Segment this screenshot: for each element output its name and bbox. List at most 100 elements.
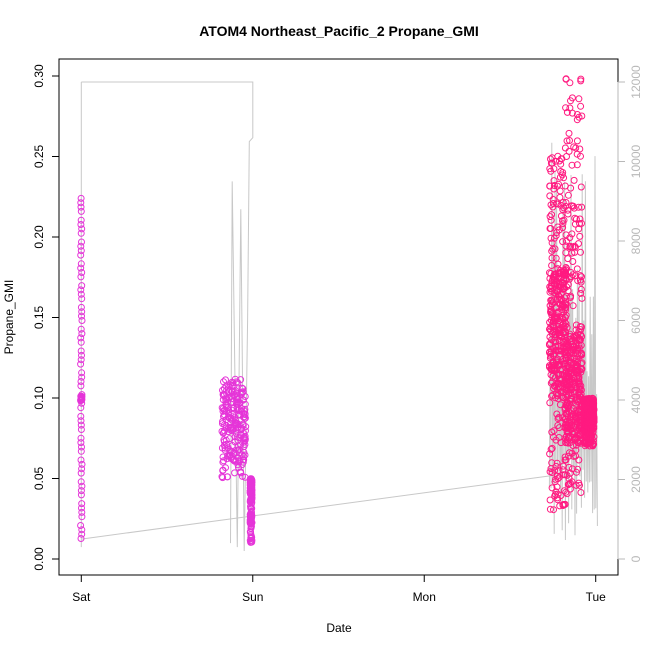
data-point [220,378,227,386]
data-point [573,265,581,273]
data-point [238,451,246,459]
data-point [570,354,578,362]
data-point [223,473,231,481]
data-point [77,417,85,425]
data-point [572,321,580,329]
data-point [588,425,596,433]
data-point [77,535,85,542]
x-axis-label: Date [326,621,352,635]
data-point [230,388,238,395]
data-point [220,436,228,444]
data-point [564,361,572,369]
data-point [577,360,585,368]
data-point [575,95,583,103]
data-point [552,342,560,350]
data-point [561,144,569,152]
data-point [78,482,86,490]
secondary-line-segment [81,475,553,540]
data-point [233,378,241,386]
data-point [561,453,569,461]
data-point [77,469,85,477]
data-point [78,465,86,473]
data-point [547,350,554,358]
data-point [247,483,255,491]
data-point [563,410,571,418]
data-point [78,443,85,451]
data-point [77,303,85,311]
data-point [555,329,563,337]
data-point [550,273,558,281]
y2-tick-label: 8000 [629,227,643,254]
data-point [558,171,566,179]
data-point [569,271,577,279]
data-point [77,203,85,211]
data-point [78,330,86,338]
data-point [563,265,571,273]
data-point [563,153,570,160]
data-point [77,221,85,228]
x-axis: Sat Sun Mon Tue [72,574,606,604]
data-point [550,276,558,284]
data-point [581,434,589,442]
data-point [77,360,85,368]
data-point [563,400,571,408]
data-point [578,294,586,302]
data-point [222,396,230,404]
data-point [554,265,562,273]
data-point [563,490,571,498]
y-tick-label: 0.00 [32,547,46,571]
data-point [77,338,85,346]
data-point [576,323,584,330]
data-point [569,302,577,310]
data-point [576,272,584,280]
data-point [564,287,572,295]
data-point [78,295,86,303]
data-point [549,203,557,211]
data-point [77,264,85,272]
data-point [578,112,586,120]
data-point [554,152,562,160]
data-point [77,273,85,281]
data-point [222,436,230,444]
data-point [564,404,572,412]
data-point [248,512,256,520]
data-point [556,366,564,374]
data-point [566,234,574,242]
data-point [247,498,254,506]
data-point [573,401,581,409]
data-point [547,297,555,305]
data-point [546,354,554,362]
data-point [559,198,567,206]
data-point [578,350,585,358]
data-point [570,334,578,341]
data-point [77,487,85,495]
data-point [77,439,85,447]
data-point [550,506,557,514]
data-point [549,391,557,399]
data-point [563,137,571,145]
data-point [78,504,85,512]
data-point [77,378,85,385]
secondary-series [80,81,598,552]
data-point [78,238,85,246]
data-point [547,327,555,335]
data-point [546,182,554,190]
data-point [587,428,595,436]
data-point [549,372,557,380]
data-point [241,410,249,418]
data-point [247,532,255,540]
y2-tick-label: 4000 [629,386,643,413]
data-point [582,433,590,441]
data-point [568,230,576,238]
data-point [567,269,575,276]
data-point [552,338,560,346]
data-point [561,456,569,464]
data-point [554,415,562,423]
data-point [219,386,226,394]
data-point [77,229,85,237]
data-point [562,75,570,83]
data-point [246,528,254,536]
data-point [546,450,554,458]
data-point [589,401,597,409]
